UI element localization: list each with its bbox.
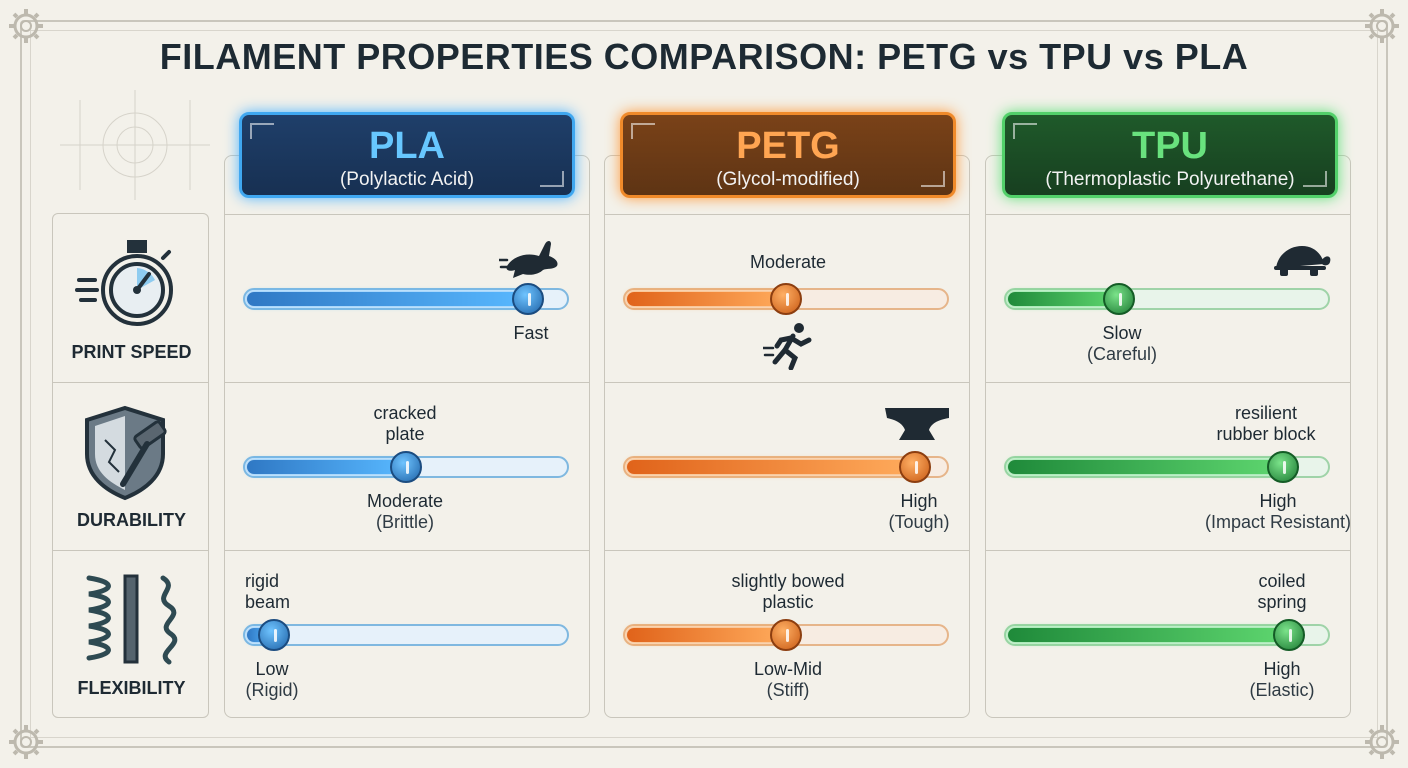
pla-subtitle: (Polylactic Acid): [339, 169, 475, 190]
gear-icon: [1365, 9, 1399, 43]
pla-speed-value: Fast: [513, 323, 549, 343]
blueprint-decoration: [60, 90, 210, 200]
gear-icon: [1365, 725, 1399, 759]
petg-name: PETG: [736, 125, 840, 167]
gear-icon: [9, 725, 43, 759]
slider-knob: [1103, 283, 1135, 315]
slider-knob: [899, 451, 931, 483]
pla-speed-slider: [243, 283, 569, 315]
tpu-column: Slow (Careful) resilient rubber block High…: [985, 155, 1351, 718]
shield-hammer-icon: [85, 405, 167, 501]
row-label-durability: DURABILITY: [77, 510, 186, 530]
slider-knob: [390, 451, 422, 483]
springs-icon: [86, 574, 178, 665]
stopwatch-icon: [75, 240, 173, 326]
tpu-durability-value: High (Impact Resistant): [1204, 491, 1352, 532]
pla-column: Fast cracked plate Moderate (Brittle) rigi…: [224, 155, 590, 718]
tpu-subtitle: (Thermoplastic Polyurethane): [1045, 169, 1295, 190]
tpu-flexibility-slider: [1004, 619, 1330, 651]
tpu-speed-value: Slow (Careful): [1086, 323, 1157, 364]
pla-flexibility-value: Low (Rigid): [245, 659, 299, 700]
anvil-icon: [885, 408, 949, 440]
petg-speed-slider: [623, 283, 949, 315]
slider-knob: [1267, 451, 1299, 483]
page-title: FILAMENT PROPERTIES COMPARISON: PETG vs …: [159, 36, 1249, 77]
tpu-header: TPU (Thermoplastic Polyurethane): [1002, 112, 1338, 198]
petg-flexibility-value: Low-Mid (Stiff): [753, 659, 823, 700]
pla-flexibility-slider: [243, 619, 569, 651]
petg-durability-value: High (Tough): [888, 491, 950, 532]
petg-header: PETG (Glycol-modified): [620, 112, 956, 198]
slider-knob: [258, 619, 290, 651]
tpu-name: TPU: [1132, 125, 1208, 167]
slider-knob: [1273, 619, 1305, 651]
row-label-print-speed: PRINT SPEED: [71, 342, 192, 362]
pla-name: PLA: [369, 125, 445, 167]
tpu-durability-slider: [1004, 451, 1330, 483]
page-inner-frame: [30, 30, 1378, 738]
property-label-column: PRINT SPEED DURABILITY FLEXIBILITY: [52, 213, 209, 718]
runner-icon: [763, 323, 812, 370]
gear-icon: [9, 9, 43, 43]
turtle-icon: [1274, 246, 1331, 276]
tpu-durability-caption: resilient rubber block: [1216, 403, 1316, 444]
slider-knob: [770, 283, 802, 315]
tpu-flexibility-value: High (Elastic): [1249, 659, 1315, 700]
tpu-flexibility-caption: coiled spring: [1257, 571, 1307, 612]
pla-durability-caption: cracked plate: [373, 403, 437, 444]
petg-durability-slider: [623, 451, 949, 483]
slider-knob: [512, 283, 544, 315]
petg-column: Moderate High (Tough) slightly bowed plast…: [604, 155, 970, 718]
pla-flexibility-caption: rigid beam: [245, 571, 291, 612]
petg-flexibility-slider: [623, 619, 949, 651]
row-label-flexibility: FLEXIBILITY: [77, 678, 186, 698]
slider-knob: [770, 619, 802, 651]
pla-header: PLA (Polylactic Acid): [239, 112, 575, 198]
rabbit-icon: [499, 241, 558, 278]
petg-subtitle: (Glycol-modified): [716, 169, 860, 190]
pla-durability-slider: [243, 451, 569, 483]
page-frame: [20, 20, 1388, 748]
petg-speed-value: Moderate: [749, 252, 827, 272]
petg-flexibility-caption: slightly bowed plastic: [731, 571, 845, 612]
pla-durability-value: Moderate (Brittle): [366, 491, 444, 532]
tpu-speed-slider: [1004, 283, 1330, 315]
